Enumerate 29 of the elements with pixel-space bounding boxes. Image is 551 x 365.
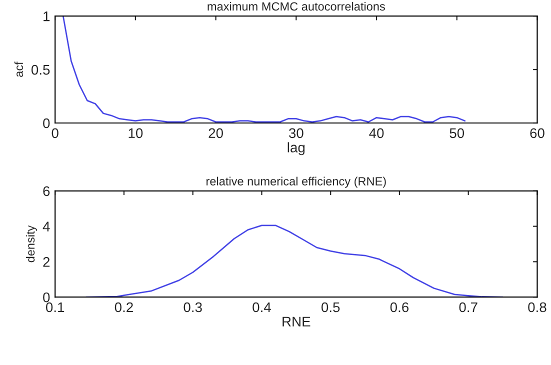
x-tick-label: 0.1 <box>46 302 64 312</box>
x-tick-label: 0.2 <box>114 302 133 312</box>
x-tick-label: 0.5 <box>321 302 340 312</box>
x-tick-label: 0.8 <box>528 302 546 312</box>
chart-title: maximum MCMC autocorrelations <box>208 2 385 11</box>
y-tick-label: 0 <box>43 118 50 128</box>
x-axis-title: RNE <box>282 316 310 326</box>
line-series <box>62 16 466 123</box>
x-tick-label: 0.4 <box>252 302 271 312</box>
y-tick-label: 2 <box>43 257 50 267</box>
chart-title: relative numerical efficiency (RNE) <box>206 176 386 188</box>
y-axis-title: acf <box>14 62 24 77</box>
y-tick-label: 6 <box>43 186 50 196</box>
x-tick-label: 0 <box>52 128 58 138</box>
y-axis-title: density <box>26 225 37 262</box>
x-tick-label: 10 <box>128 128 143 138</box>
x-tick-label: 30 <box>288 128 304 138</box>
x-tick-label: 0.7 <box>459 302 478 312</box>
x-tick-label: 0.3 <box>184 302 202 312</box>
y-tick-label: 0.5 <box>31 64 50 75</box>
x-tick-label: 0.6 <box>390 302 409 312</box>
y-tick-label: 4 <box>42 222 50 232</box>
x-tick-label: 60 <box>530 128 544 138</box>
y-tick-label: 1 <box>44 12 50 22</box>
y-tick-label: 0 <box>43 292 50 302</box>
x-tick-label: 50 <box>450 128 464 138</box>
x-tick-label: 40 <box>369 128 384 138</box>
x-tick-label: 20 <box>208 128 223 138</box>
x-axis-title: lag <box>288 142 305 156</box>
